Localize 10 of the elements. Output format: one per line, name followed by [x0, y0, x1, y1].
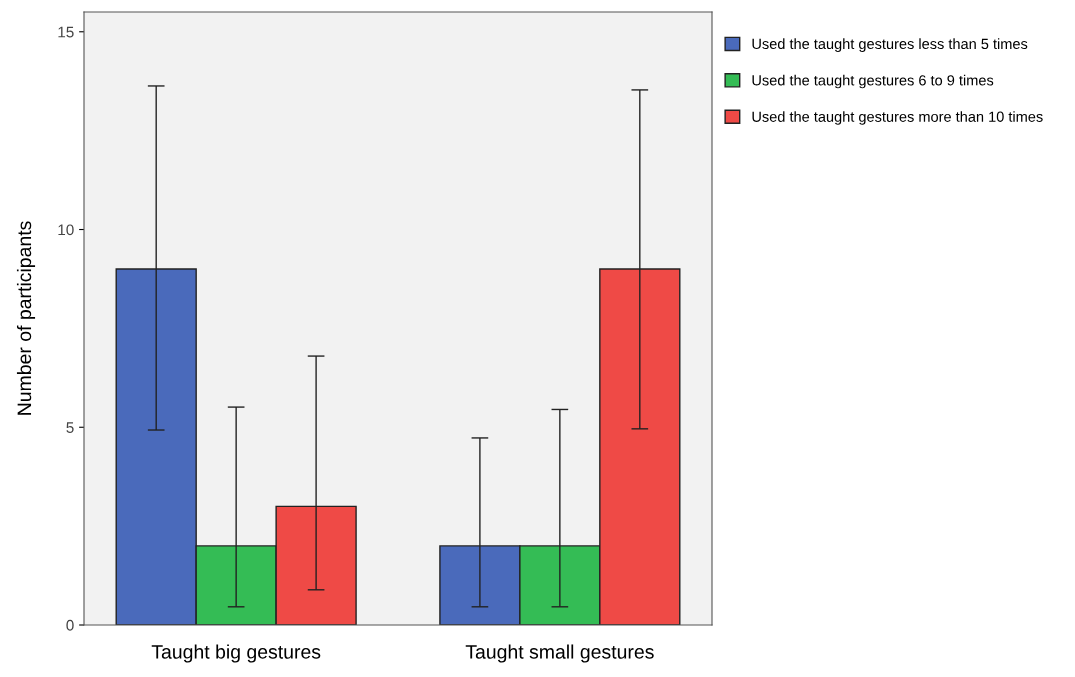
x-tick-label: Taught small gestures [465, 644, 654, 663]
y-tick-label: 5 [66, 422, 74, 433]
y-tick-label: 15 [58, 26, 74, 38]
legend-label: Used the taught gestures less than 5 times [752, 38, 1028, 52]
x-tick-label: Taught big gestures [151, 644, 321, 663]
y-tick-label: 10 [58, 224, 74, 236]
legend-label: Used the taught gestures 6 to 9 times [752, 74, 994, 89]
legend-label: Used the taught gestures more than 10 times [752, 111, 1043, 125]
y-axis-title: Number of participants [16, 221, 36, 415]
y-tick-label: 0 [66, 619, 74, 631]
